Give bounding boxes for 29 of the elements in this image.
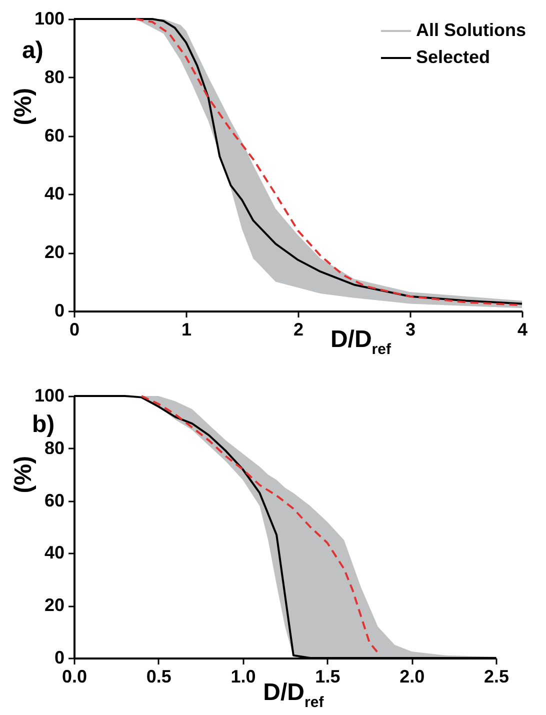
x-tick-label: 0 (69, 320, 80, 340)
x-tick-label: 2 (293, 320, 304, 340)
x-tick-label: 1.0 (230, 666, 256, 686)
x-tick-label: 3 (405, 320, 416, 340)
legend-label: All Solutions (416, 20, 526, 40)
y-tick-label: 60 (44, 490, 64, 510)
y-tick-label: 0 (54, 300, 64, 320)
y-tick-label: 80 (44, 66, 64, 87)
x-tick-label: 0.5 (146, 666, 172, 686)
y-tick-label: 40 (44, 542, 64, 563)
legend-label: Selected (416, 47, 490, 67)
y-axis-title: (%) (10, 456, 37, 494)
x-tick-label: 2.5 (484, 666, 510, 686)
text: a) (22, 37, 44, 64)
text: b) (32, 410, 55, 438)
x-tick-label: 4 (517, 320, 528, 340)
y-tick-label: 20 (44, 595, 64, 616)
x-tick-label: 0.0 (62, 666, 88, 686)
y-tick-label: 100 (34, 8, 64, 28)
y-tick-label: 40 (44, 184, 64, 204)
y-tick-label: 60 (44, 125, 64, 146)
y-tick-label: 80 (44, 438, 64, 458)
y-tick-label: 20 (44, 242, 64, 262)
y-tick-label: 0 (54, 648, 64, 668)
x-tick-label: 2.0 (400, 666, 425, 686)
y-tick-label: 100 (34, 386, 64, 406)
line-series (140, 395, 379, 654)
y-axis-title: (%) (10, 88, 37, 126)
x-tick-label: 1 (181, 320, 192, 340)
